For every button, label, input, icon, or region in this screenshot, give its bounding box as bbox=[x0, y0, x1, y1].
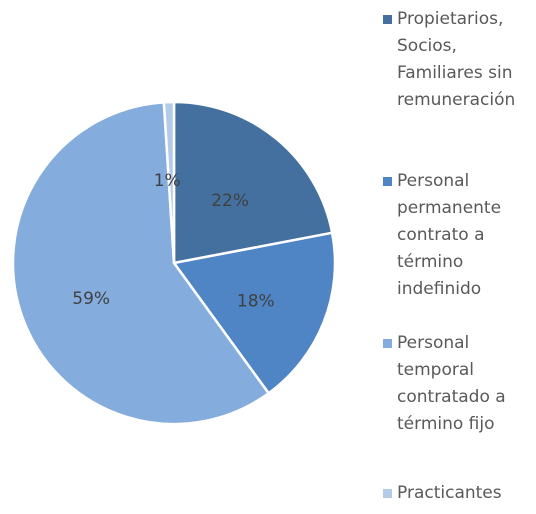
pie-slice bbox=[162, 100, 176, 264]
pie-slice bbox=[11, 100, 271, 426]
legend-item: Personal permanente contrato a término i… bbox=[383, 168, 533, 303]
legend-label: Personal permanente contrato a término i… bbox=[397, 171, 502, 299]
data-label: 22% bbox=[211, 191, 249, 211]
legend-item: Propietarios, Socios, Familiares sin rem… bbox=[383, 6, 533, 114]
legend-label: Practicantes bbox=[397, 483, 502, 503]
legend-swatch bbox=[383, 177, 392, 186]
legend-swatch bbox=[383, 489, 392, 498]
data-label: 18% bbox=[237, 291, 275, 311]
legend-swatch bbox=[383, 15, 392, 24]
legend-label: Personal temporal contratado a término f… bbox=[397, 333, 506, 434]
pie-slice bbox=[172, 100, 334, 265]
data-label: 59% bbox=[72, 289, 110, 309]
data-label: 1% bbox=[154, 171, 181, 191]
pie-slice bbox=[171, 231, 337, 395]
legend-item: Practicantes bbox=[383, 480, 533, 507]
legend-swatch bbox=[383, 339, 392, 348]
legend-label: Propietarios, Socios, Familiares sin rem… bbox=[397, 9, 516, 110]
legend-item: Personal temporal contratado a término f… bbox=[383, 330, 533, 438]
